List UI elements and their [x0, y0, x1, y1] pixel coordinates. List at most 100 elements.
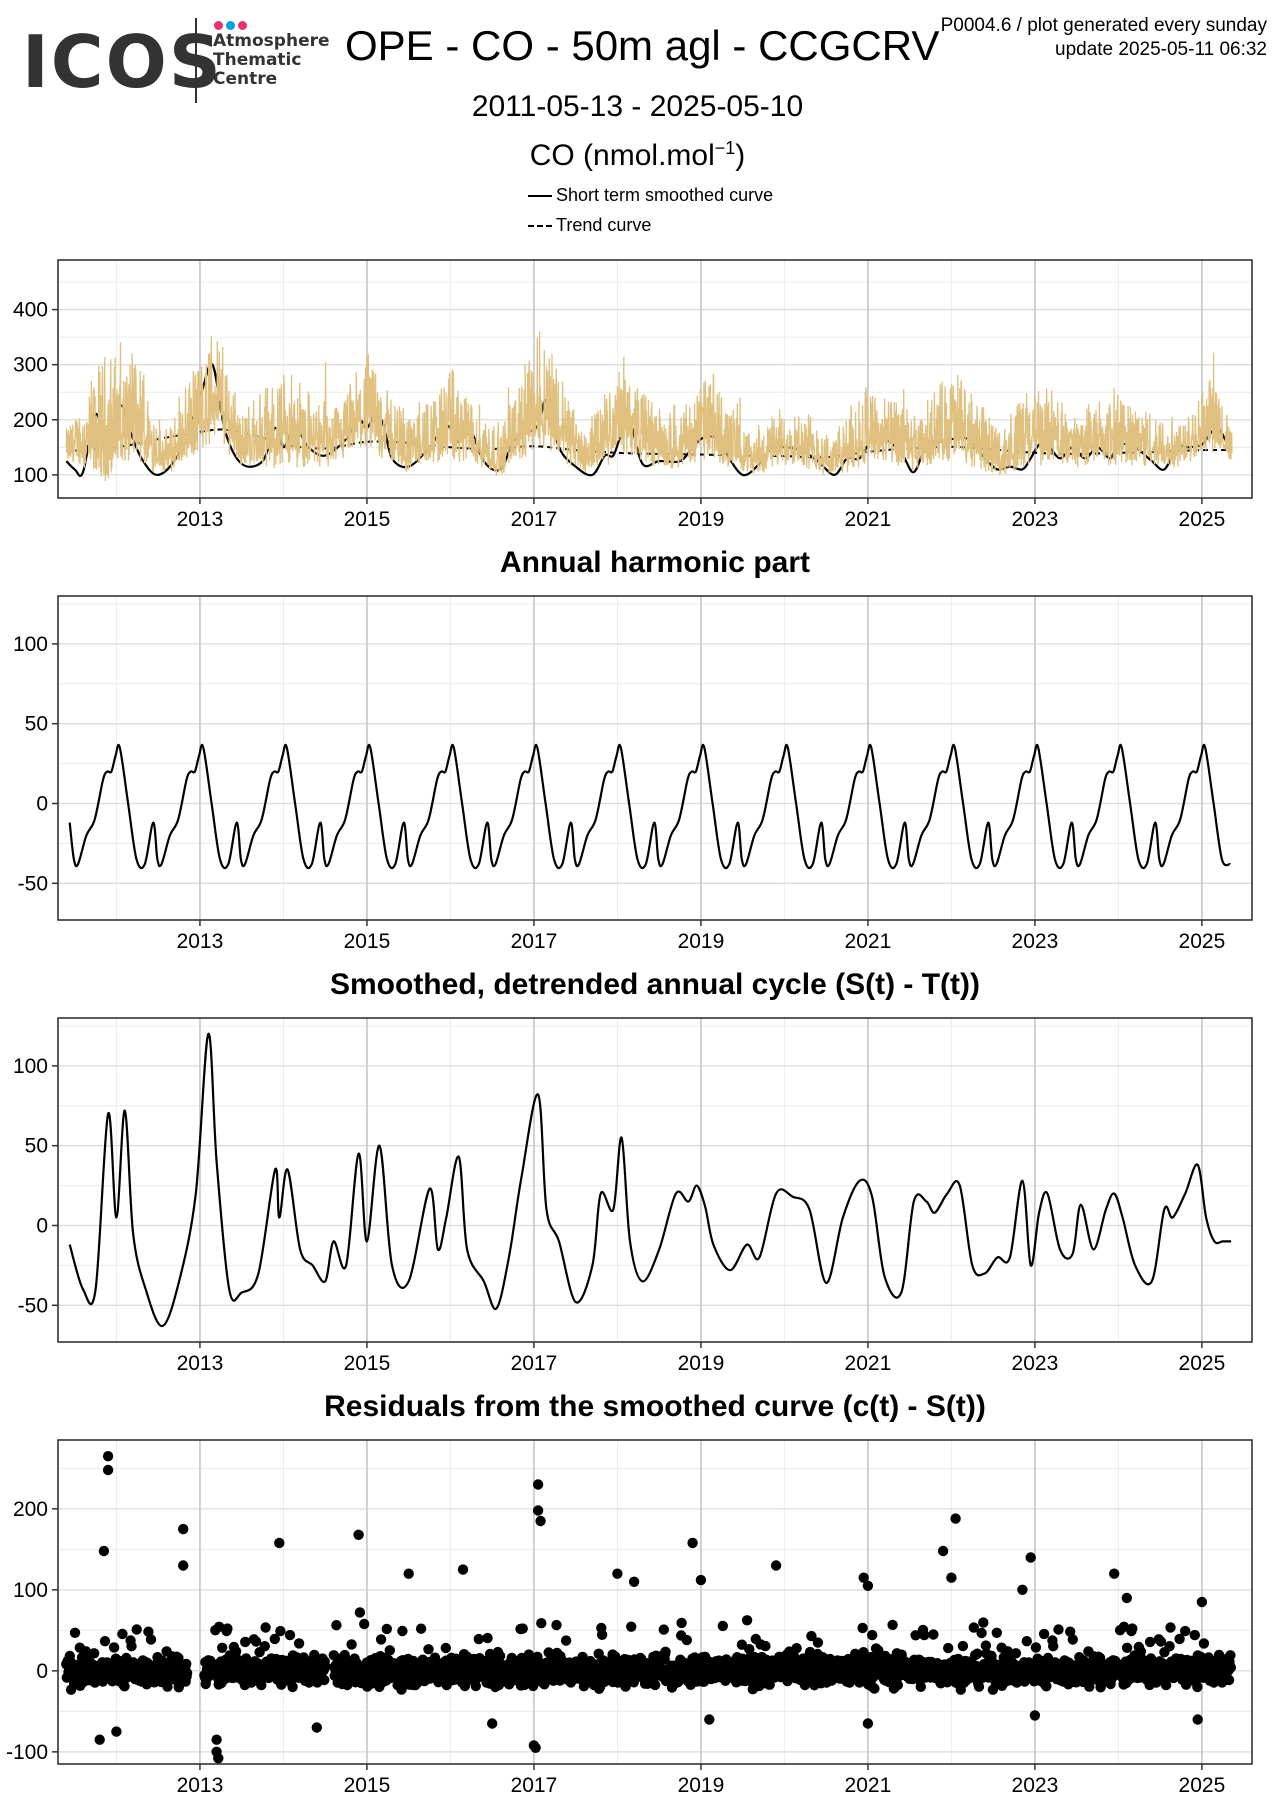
- residual-point: [1048, 1641, 1059, 1652]
- residual-point: [1198, 1638, 1210, 1649]
- legend-item-smoothed: Short term smoothed curve: [528, 180, 773, 210]
- y-tick-label: 0: [36, 1214, 48, 1237]
- logo-dots-icon: [214, 17, 250, 35]
- residual-point: [162, 1681, 173, 1692]
- meta-generation: P0004.6 / plot generated every sunday: [940, 15, 1267, 36]
- residual-point: [812, 1637, 824, 1648]
- residual-point: [131, 1624, 142, 1635]
- residual-point: [473, 1633, 484, 1645]
- residual-outlier-point: [487, 1718, 498, 1729]
- x-tick-label: 2021: [845, 508, 892, 531]
- y-tick-label: 100: [13, 1579, 48, 1602]
- plot-area: [68, 1032, 1232, 1328]
- residual-outlier-point: [612, 1568, 623, 1579]
- residual-point: [346, 1639, 357, 1650]
- residual-point: [119, 1681, 130, 1692]
- legend-trend-label: Trend curve: [556, 215, 652, 235]
- residual-point: [681, 1634, 692, 1646]
- residual-point: [319, 1674, 330, 1686]
- residual-point: [915, 1681, 926, 1693]
- residual-point: [910, 1630, 921, 1641]
- residual-outlier-point: [178, 1560, 189, 1571]
- residual-point: [293, 1638, 305, 1649]
- residual-point: [978, 1617, 989, 1628]
- residual-point: [1041, 1681, 1052, 1692]
- residual-outlier-point: [1109, 1568, 1120, 1579]
- residual-outlier-point: [695, 1574, 707, 1586]
- residual-point: [260, 1622, 271, 1633]
- residual-point: [482, 1632, 493, 1644]
- residual-point: [1127, 1623, 1138, 1634]
- x-tick-label: 2017: [511, 930, 558, 953]
- residual-point: [1067, 1634, 1079, 1645]
- residual-point: [741, 1615, 753, 1626]
- meta-update: update 2025-05-11 06:32: [1055, 39, 1267, 60]
- residual-point: [287, 1681, 298, 1693]
- residual-point: [397, 1625, 408, 1637]
- residual-point: [319, 1660, 331, 1672]
- chart-panel-3: -50 0 50 100 2013 2015 2017 2019 2021 2023 2025 Smo…: [13, 968, 1253, 1375]
- residual-point: [1192, 1681, 1203, 1693]
- residual-point: [873, 1645, 884, 1656]
- residual-outlier-point: [950, 1513, 961, 1524]
- legend-item-trend: Trend curve: [528, 210, 773, 240]
- residual-outlier-point: [628, 1576, 640, 1588]
- residual-outlier-point: [353, 1529, 364, 1541]
- residual-outlier-point: [94, 1734, 105, 1745]
- residual-point: [1225, 1650, 1236, 1661]
- residual-outlier-point: [532, 1479, 544, 1490]
- residual-point: [717, 1620, 728, 1632]
- x-tick-label: 2013: [177, 1352, 224, 1375]
- residual-point: [1038, 1628, 1050, 1640]
- x-tick-label: 2015: [344, 1352, 391, 1375]
- residual-point: [375, 1634, 387, 1645]
- logo-wordmark: ICOS: [22, 20, 223, 104]
- x-tick-label: 2021: [845, 1774, 892, 1797]
- residual-point: [928, 1629, 939, 1640]
- logo-line-1: Atmosphere: [213, 31, 330, 51]
- residual-point: [560, 1635, 572, 1646]
- chart-panel-2: -50 0 50 100 2013 2015 2017 2019 2021 2023 2025 Ann…: [13, 546, 1253, 953]
- x-tick-label: 2021: [845, 1352, 892, 1375]
- residual-outlier-point: [213, 1753, 224, 1764]
- residual-point: [760, 1640, 771, 1652]
- residual-point: [517, 1623, 528, 1634]
- logo-line-2: Thematic: [213, 50, 302, 70]
- residual-point: [867, 1629, 878, 1641]
- x-tick-label: 2015: [344, 1774, 391, 1797]
- x-tick-label: 2025: [1179, 1774, 1226, 1797]
- x-tick-label: 2017: [511, 1774, 558, 1797]
- residual-point: [968, 1622, 979, 1633]
- raw-data-series: [65, 331, 1233, 482]
- residual-point: [943, 1642, 954, 1654]
- residual-point: [519, 1679, 530, 1691]
- y-tick-label: -50: [18, 1294, 48, 1317]
- y-tick-label: 0: [36, 1660, 48, 1683]
- x-tick-label: 2023: [1012, 1352, 1059, 1375]
- y-tick-label: 200: [13, 409, 48, 432]
- residual-point: [69, 1627, 81, 1639]
- residual-point: [259, 1641, 270, 1652]
- residual-point: [145, 1634, 157, 1645]
- harmonic-series-line: [68, 743, 1231, 870]
- chart-panel-4: -100 0 100 200 2013 2015 2017 2019 2021 2023 2025 R…: [6, 1390, 1253, 1797]
- x-tick-label: 2019: [678, 508, 725, 531]
- residual-point: [217, 1642, 228, 1654]
- logo-dot-pink: [214, 21, 223, 30]
- panel-border: [57, 1017, 1253, 1343]
- residual-point: [423, 1644, 434, 1655]
- y-tick-label: 0: [36, 792, 48, 815]
- residual-outlier-point: [1025, 1552, 1036, 1563]
- logo-dot-pink-2: [238, 21, 247, 30]
- residual-point: [331, 1620, 342, 1631]
- residual-point: [494, 1650, 506, 1662]
- residual-point: [649, 1679, 661, 1691]
- residual-outlier-point: [403, 1568, 414, 1579]
- residual-outlier-point: [1017, 1584, 1028, 1596]
- residual-outlier-point: [1196, 1596, 1208, 1608]
- residual-outlier-point: [457, 1564, 469, 1575]
- residual-point: [919, 1629, 930, 1641]
- y-tick-label: -50: [18, 872, 48, 895]
- x-tick-label: 2013: [177, 508, 224, 531]
- residual-point: [957, 1640, 969, 1652]
